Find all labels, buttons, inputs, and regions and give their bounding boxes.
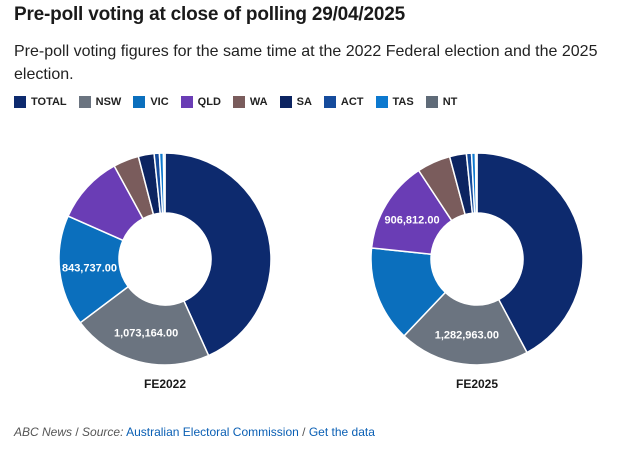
footer-source-label: Source: <box>82 425 124 439</box>
legend-label: TOTAL <box>31 96 67 108</box>
legend-swatch <box>279 96 292 108</box>
slice-value-label: 1,282,963.00 <box>435 329 499 341</box>
chart-title: Pre-poll voting at close of polling 29/0… <box>14 4 405 25</box>
legend-item-vic: VIC <box>133 96 169 108</box>
footer-separator-2: / <box>302 425 306 439</box>
legend-swatch <box>180 96 193 108</box>
slice-nt[interactable] <box>474 152 478 214</box>
legend-item-sa: SA <box>279 96 312 108</box>
donut-charts: 1,073,164.00 843,737.00 FE2022 1,282,963.00… <box>58 152 584 391</box>
slice-vic[interactable] <box>58 215 130 324</box>
legend-swatch <box>232 96 245 108</box>
legend-label: VIC <box>150 96 169 108</box>
legend-label: SA <box>296 96 312 108</box>
legend-item-total: TOTAL <box>14 96 67 108</box>
footer-separator: / <box>75 425 79 439</box>
footer-brand: ABC News <box>14 425 73 439</box>
legend-item-act: ACT <box>323 96 364 108</box>
legend-item-tas: TAS <box>375 96 414 108</box>
get-data-link[interactable]: Get the data <box>308 425 375 439</box>
slice-value-label: 906,812.00 <box>385 215 440 227</box>
legend-label: NSW <box>95 96 122 108</box>
slice-total[interactable] <box>164 152 272 357</box>
legend-swatch <box>425 96 438 108</box>
legend-item-nsw: NSW <box>78 96 122 108</box>
donut-fe2025: 1,282,963.00 906,812.00 FE2025 <box>370 152 584 391</box>
legend-swatch <box>78 96 91 108</box>
legend-swatch <box>133 96 146 108</box>
legend: TOTAL NSW VIC QLD WA SA ACT TAS NT <box>14 96 457 108</box>
legend-swatch <box>375 96 388 108</box>
legend-swatch <box>14 96 26 108</box>
slice-value-label: 1,073,164.00 <box>114 328 178 340</box>
chart-caption: FE2022 <box>144 377 186 391</box>
legend-label: QLD <box>197 96 221 108</box>
source-link[interactable]: Australian Electoral Commission <box>126 425 299 439</box>
slice-nsw[interactable] <box>79 285 210 366</box>
chart-caption: FE2025 <box>456 377 498 391</box>
donut-fe2022: 1,073,164.00 843,737.00 FE2022 <box>58 152 272 391</box>
legend-label: ACT <box>340 96 364 108</box>
footer: ABC News / Source: Australian Electoral … <box>14 425 375 439</box>
legend-item-wa: WA <box>232 96 268 108</box>
legend-swatch <box>323 96 336 108</box>
chart-subtitle: Pre-poll voting figures for the same tim… <box>14 43 598 83</box>
slice-nt[interactable] <box>162 152 166 214</box>
slice-total[interactable] <box>476 152 584 354</box>
slice-nsw[interactable] <box>402 291 528 366</box>
legend-label: NT <box>442 96 458 108</box>
legend-item-nt: NT <box>425 96 458 108</box>
legend-label: WA <box>249 96 268 108</box>
legend-label: TAS <box>392 96 414 108</box>
legend-item-qld: QLD <box>180 96 221 108</box>
slice-value-label: 843,737.00 <box>62 263 117 275</box>
